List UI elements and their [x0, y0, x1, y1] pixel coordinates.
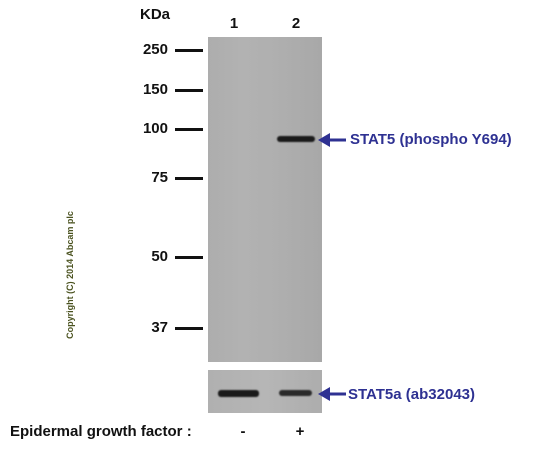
marker-tick-100 — [175, 128, 203, 131]
marker-tick-150 — [175, 89, 203, 92]
treatment-label: Epidermal growth factor : — [10, 423, 192, 440]
marker-tick-75 — [175, 177, 203, 180]
arrow-left-icon — [318, 133, 346, 147]
copyright-text: Copyright (C) 2014 Abcam plc — [65, 211, 75, 339]
treatment-lane1: - — [240, 423, 246, 440]
marker-label-37: 37 — [151, 319, 168, 336]
annotation-stat5a: STAT5a (ab32043) — [348, 386, 475, 403]
marker-label-75: 75 — [151, 169, 168, 186]
band-lane2-stat5a — [279, 390, 312, 396]
kda-label: KDa — [140, 6, 171, 23]
band-lane2-stat5-phospho — [277, 136, 315, 142]
marker-label-50: 50 — [151, 248, 168, 265]
lane-number-1: 1 — [229, 15, 239, 32]
arrow-left-icon — [318, 387, 346, 401]
marker-tick-50 — [175, 256, 203, 259]
marker-tick-37 — [175, 327, 203, 330]
annotation-stat5-phospho: STAT5 (phospho Y694) — [350, 131, 512, 148]
marker-label-100: 100 — [142, 120, 168, 137]
marker-label-250: 250 — [142, 41, 168, 58]
western-blot-main-panel — [208, 37, 322, 362]
treatment-lane2: + — [295, 423, 305, 440]
band-lane1-stat5a — [218, 390, 259, 397]
lane-number-2: 2 — [291, 15, 301, 32]
marker-tick-250 — [175, 49, 203, 52]
marker-label-150: 150 — [142, 81, 168, 98]
